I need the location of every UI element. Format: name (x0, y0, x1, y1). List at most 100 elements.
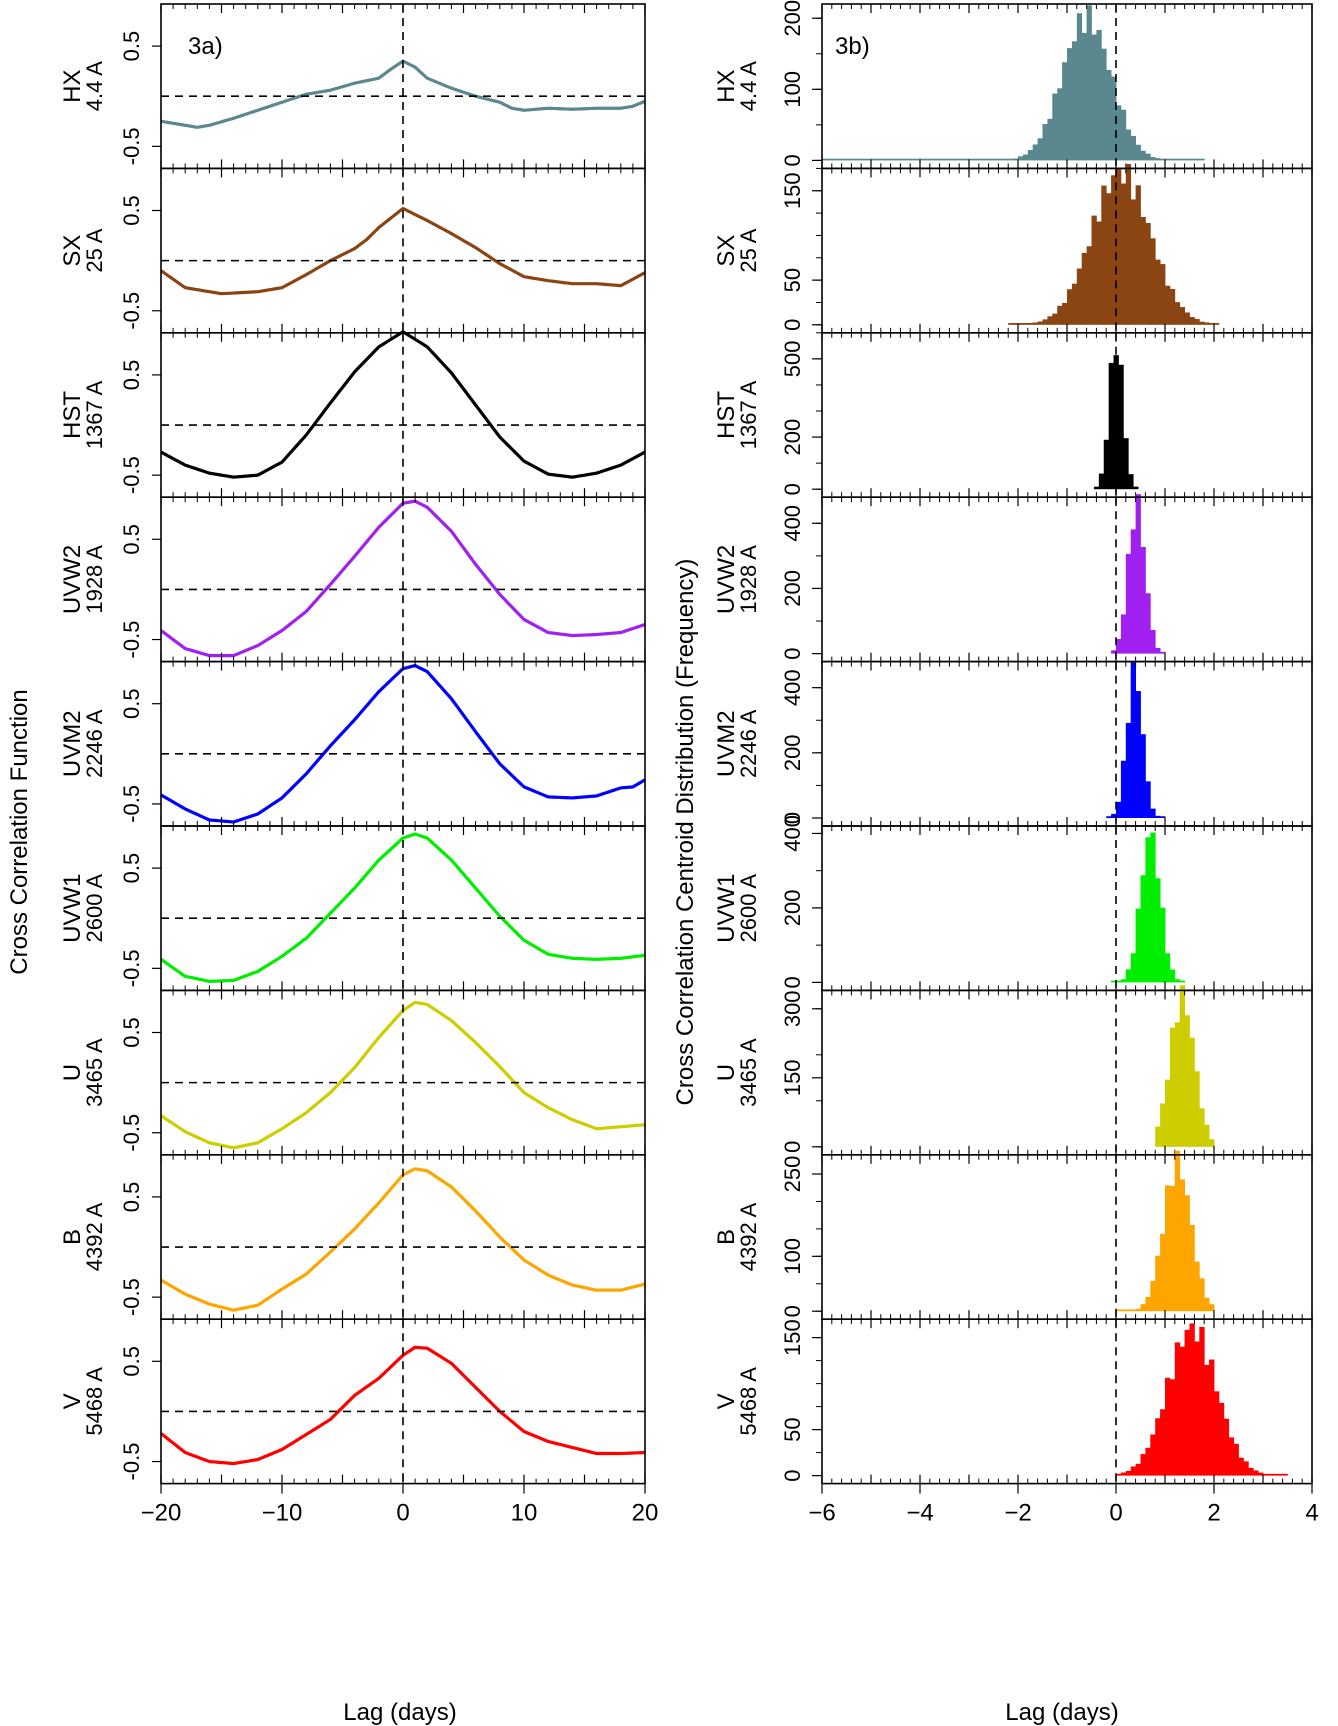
histogram-bar-v (1258, 1472, 1264, 1476)
histogram-bar-uvw1 (1155, 878, 1161, 983)
histogram-bar-sx (1013, 322, 1019, 325)
histogram-bar-hx (1155, 158, 1161, 161)
histogram-bar-uvw1 (1174, 979, 1181, 983)
histogram-bar-u (1174, 1022, 1181, 1147)
histogram-bar-hx (983, 158, 989, 161)
centroid-wavelength-label-uvm2: 2246 A (736, 709, 761, 778)
ccf-y-tick-label: -0.5 (119, 785, 144, 823)
centroid-y-tick-label: 200 (780, 890, 805, 927)
centroid-wavelength-label-uvw1: 2600 A (736, 874, 761, 943)
ccf-y-tick-label: 0.5 (119, 524, 144, 555)
histogram-bar-v (1253, 1470, 1259, 1476)
ccf-y-tick-label: -0.5 (119, 456, 144, 494)
histogram-bar-uvw2 (1125, 553, 1132, 654)
centroid-frame-b (821, 1154, 1313, 1321)
histogram-bar-hx (1032, 144, 1038, 161)
histogram-bar-sx (1091, 215, 1097, 325)
histogram-bar-u (1179, 985, 1185, 1147)
histogram-bar-hx (998, 158, 1004, 161)
histogram-bar-sx (1076, 268, 1083, 325)
histogram-bar-hx (1135, 144, 1141, 161)
histogram-bar-u (1184, 1015, 1190, 1147)
histogram-bar-hx (1179, 158, 1185, 161)
histogram-bar-sx (1130, 199, 1136, 325)
histogram-bar-v (1169, 1379, 1176, 1476)
centroid-wavelength-label-sx: 25 A (736, 228, 761, 272)
histogram-bar-b (1145, 1296, 1151, 1312)
histogram-bar-hx (900, 158, 906, 161)
ccf-y-tick-label: -0.5 (119, 127, 144, 165)
centroid-band-label-u: U (713, 1064, 740, 1081)
ccf-y-tick-label: 0.5 (119, 853, 144, 884)
histogram-bar-uvm2 (1111, 813, 1117, 818)
histogram-bar-hx (1022, 154, 1029, 161)
histogram-bar-uvm2 (1145, 781, 1151, 818)
ccf-frame-sx (160, 167, 646, 334)
histogram-bar-uvw1 (1145, 837, 1151, 983)
histogram-bar-sx (1204, 322, 1210, 325)
histogram-bar-b (1169, 1185, 1176, 1312)
ccf-line-sx (160, 206, 646, 296)
histogram-bar-v (1233, 1443, 1239, 1476)
histogram-bar-sx (1047, 316, 1053, 325)
histogram-bar-b (1140, 1304, 1146, 1312)
histogram-bar-hx (1003, 158, 1009, 161)
histogram-bar-v (1179, 1346, 1185, 1476)
histogram-bar-v (1248, 1467, 1254, 1476)
ccf-band-label-uvw2: UVW2 (59, 545, 86, 614)
histogram-bar-uvw2 (1160, 651, 1166, 654)
histogram-bar-hx (969, 158, 975, 161)
centroid-frame-uvw1 (821, 825, 1313, 992)
histogram-bar-hx (1076, 13, 1083, 161)
histogram-bar-hx (895, 158, 901, 161)
histogram-bar-hx (1150, 157, 1156, 161)
centroid-y-tick-label: 0 (780, 483, 805, 495)
histogram-bar-uvw2 (1120, 614, 1127, 654)
centroid-wavelength-label-v: 5468 A (736, 1367, 761, 1436)
histogram-bar-v (1120, 1472, 1127, 1476)
centroid-wavelength-label-u: 3465 A (736, 1038, 761, 1107)
centroid-x-tick-label: 0 (1109, 1500, 1122, 1527)
panel-3a-y-axis-title: Cross Correlation Function (6, 689, 33, 974)
ccf-band-label-uvw1: UVW1 (59, 874, 86, 943)
histogram-bar-u (1160, 1103, 1166, 1147)
histogram-bar-hx (988, 158, 994, 161)
histogram-bar-b (1179, 1179, 1185, 1312)
histogram-bar-sx (1116, 169, 1122, 325)
centroid-x-tick-label: −6 (808, 1500, 835, 1527)
histogram-bar-sx (1081, 252, 1087, 325)
histogram-bar-sx (1120, 183, 1127, 325)
histogram-bar-hx (1013, 158, 1019, 161)
histogram-bar-hx (836, 158, 842, 161)
ccf-y-tick-label: -0.5 (119, 949, 144, 987)
histogram-bar-hx (1071, 41, 1078, 161)
histogram-bar-v (1199, 1326, 1205, 1476)
centroid-frame-hst (821, 331, 1313, 498)
histogram-bar-b (1189, 1224, 1195, 1312)
ccf-frame-hx (160, 3, 646, 170)
histogram-bar-hx (934, 158, 940, 161)
histogram-bar-hx (1096, 30, 1102, 161)
histogram-bar-hx (920, 158, 926, 161)
histogram-bar-sx (1140, 217, 1146, 325)
histogram-bar-hx (885, 158, 891, 161)
histogram-bar-hx (954, 158, 960, 161)
histogram-bar-hx (1042, 124, 1048, 161)
histogram-bar-hx (915, 158, 921, 161)
histogram-bar-u (1209, 1139, 1215, 1147)
histogram-bar-hx (1130, 135, 1136, 161)
histogram-bar-uvw1 (1179, 980, 1185, 983)
centroid-band-label-hst: HST (713, 391, 740, 439)
ccf-y-tick-label: 0.5 (119, 195, 144, 226)
histogram-bar-hx (1111, 76, 1117, 161)
histogram-bar-hx (1116, 105, 1122, 161)
histogram-bar-hst (1123, 438, 1129, 490)
centroid-y-tick-label: 400 (780, 669, 805, 706)
histogram-bar-b (1165, 1185, 1171, 1312)
histogram-bar-hx (1062, 62, 1068, 161)
histogram-bar-sx (1169, 288, 1176, 325)
